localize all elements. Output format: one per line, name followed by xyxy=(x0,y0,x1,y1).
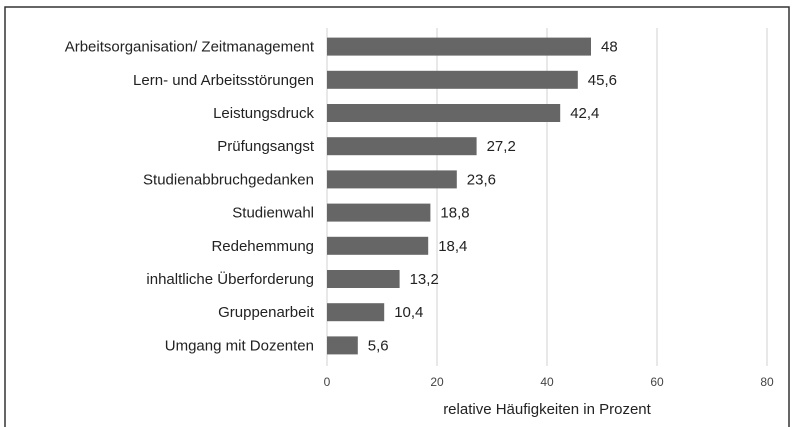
y-tick-label: Arbeitsorganisation/ Zeitmanagement xyxy=(65,39,315,56)
bar xyxy=(327,170,457,189)
bar xyxy=(327,303,385,322)
bar xyxy=(327,203,431,222)
y-tick-label: Leistungsdruck xyxy=(213,105,314,122)
y-tick-label: Lern- und Arbeitsstörungen xyxy=(133,72,314,89)
x-tick-label: 60 xyxy=(650,375,664,389)
bar xyxy=(327,104,561,122)
y-tick-label: inhaltliche Überforderung xyxy=(146,270,314,288)
value-label: 18,4 xyxy=(438,238,467,255)
value-label: 18,8 xyxy=(440,205,469,222)
value-label: 23,6 xyxy=(467,171,496,188)
x-axis-label: relative Häufigkeiten in Prozent xyxy=(443,401,651,418)
y-tick-label: Redehemmung xyxy=(211,238,314,255)
bar xyxy=(327,70,578,89)
value-label: 5,6 xyxy=(368,337,389,354)
bar xyxy=(327,37,591,56)
x-tick-label: 80 xyxy=(760,375,774,389)
y-tick-label: Gruppenarbeit xyxy=(218,304,315,321)
y-tick-label: Studienabbruchgedanken xyxy=(143,171,314,188)
bar xyxy=(327,270,400,288)
value-label: 48 xyxy=(601,39,618,56)
y-tick-label: Studienwahl xyxy=(232,205,314,222)
y-tick-label: Umgang mit Dozenten xyxy=(165,337,314,354)
frame xyxy=(4,6,790,427)
value-label: 10,4 xyxy=(394,304,423,321)
bar xyxy=(327,336,358,355)
value-label: 13,2 xyxy=(410,271,439,288)
bar xyxy=(327,137,477,156)
y-tick-label: Prüfungsangst xyxy=(217,138,315,155)
value-label: 45,6 xyxy=(588,72,617,89)
x-tick-label: 40 xyxy=(540,375,554,389)
x-tick-label: 20 xyxy=(430,375,444,389)
value-label: 27,2 xyxy=(487,138,516,155)
value-label: 42,4 xyxy=(570,105,599,122)
bar xyxy=(327,236,429,255)
x-tick-label: 0 xyxy=(324,375,331,389)
